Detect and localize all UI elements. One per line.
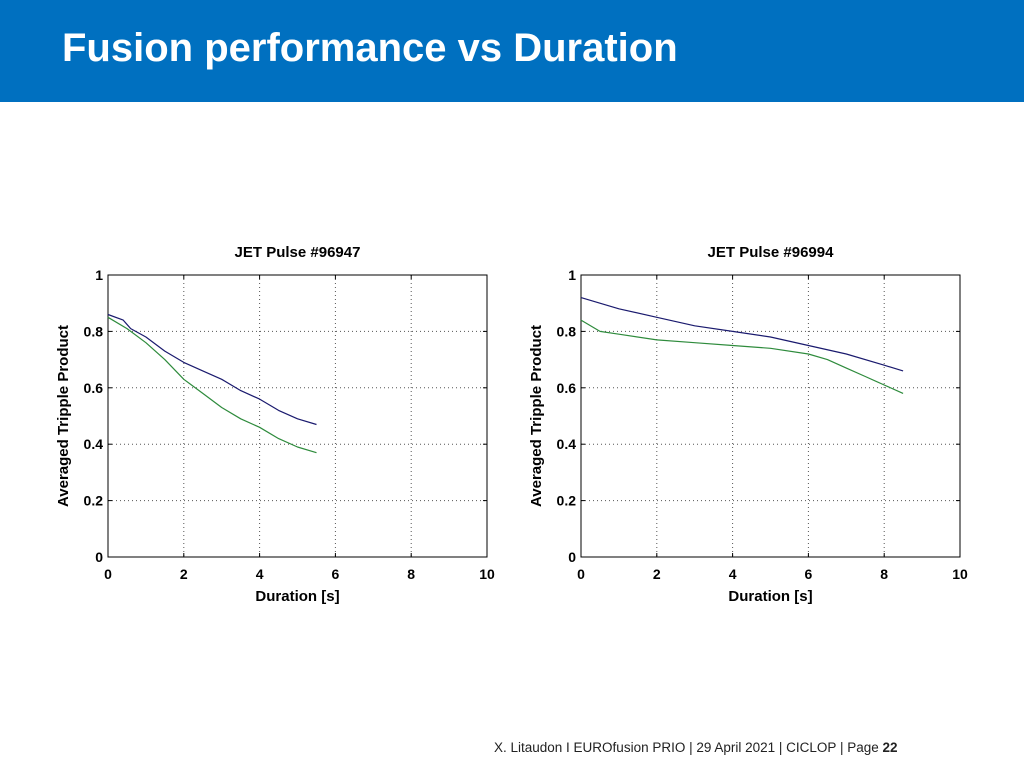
x-tick-label: 0 — [577, 566, 585, 582]
x-tick-label: 10 — [952, 566, 968, 582]
y-tick-label: 0.4 — [557, 436, 577, 452]
slide-title: Fusion performance vs Duration — [62, 26, 678, 70]
x-tick-label: 4 — [256, 566, 264, 582]
chart-jet-pulse-96947: 0 2 4 6 8 10 0 0.2 0.4 0.6 0.8 1 JET Pulse #96947 Dur… — [48, 236, 508, 616]
chart-svg: 0 2 4 6 8 10 0 0.2 0.4 0.6 0.8 1 JET Pulse #96947 Dur… — [55, 244, 495, 605]
x-tick-label: 2 — [653, 566, 661, 582]
y-axis-label: Averaged Tripple Product — [55, 325, 72, 507]
title-bar: Fusion performance vs Duration — [0, 0, 1024, 102]
chart-jet-pulse-96994: 0 2 4 6 8 10 0 0.2 0.4 0.6 0.8 1 JET Pulse #96994 Dur… — [521, 236, 981, 616]
series-line-0 — [580, 297, 904, 372]
y-tick-label: 1 — [95, 267, 103, 283]
page-number: 22 — [882, 740, 898, 755]
y-tick-label: 0 — [95, 549, 103, 565]
slide-footer: X. Litaudon I EUROfusion PRIO | 29 April… — [494, 740, 898, 755]
y-tick-label: 0 — [568, 549, 576, 565]
x-tick-label: 6 — [805, 566, 813, 582]
y-tick-label: 0.8 — [557, 323, 577, 339]
x-tick-label: 8 — [880, 566, 888, 582]
x-tick-label: 2 — [180, 566, 188, 582]
plot-frame — [107, 274, 488, 558]
plot-area — [581, 275, 960, 557]
x-axis-label: Duration [s] — [255, 588, 339, 605]
y-tick-label: 0.6 — [557, 380, 577, 396]
y-tick-label: 0.2 — [84, 493, 104, 509]
series-line-1 — [107, 316, 317, 454]
x-tick-label: 6 — [332, 566, 340, 582]
x-tick-label: 10 — [479, 566, 495, 582]
x-tick-label: 8 — [407, 566, 415, 582]
chart-svg: 0 2 4 6 8 10 0 0.2 0.4 0.6 0.8 1 JET Pulse #96994 Dur… — [528, 244, 968, 605]
footer-text: X. Litaudon I EUROfusion PRIO | 29 April… — [494, 740, 883, 755]
x-tick-label: 0 — [104, 566, 112, 582]
y-tick-label: 0.8 — [84, 323, 104, 339]
plot-area — [108, 275, 487, 557]
chart-title: JET Pulse #96994 — [708, 244, 835, 261]
chart-title: JET Pulse #96947 — [235, 244, 361, 261]
series-line-0 — [107, 313, 317, 426]
y-tick-label: 0.2 — [557, 493, 577, 509]
plot-frame — [580, 274, 961, 558]
y-tick-label: 1 — [568, 267, 576, 283]
y-tick-label: 0.4 — [84, 436, 104, 452]
y-tick-label: 0.6 — [84, 380, 104, 396]
x-tick-label: 4 — [729, 566, 737, 582]
y-axis-label: Averaged Tripple Product — [528, 325, 545, 507]
x-axis-label: Duration [s] — [728, 588, 812, 605]
series-line-1 — [580, 319, 904, 394]
